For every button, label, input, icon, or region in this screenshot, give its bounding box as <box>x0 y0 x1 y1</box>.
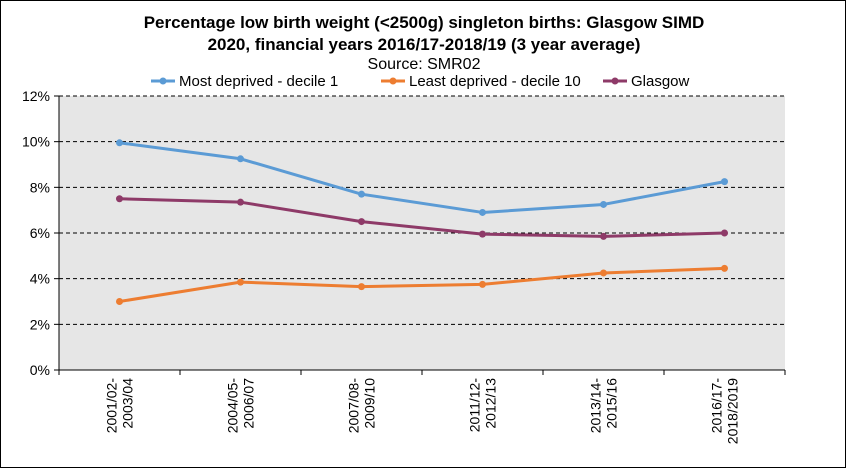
x-tick-label-line: 2006/07 <box>241 378 257 429</box>
x-axis-ticks: 2001/02-2003/04 2004/05-2006/07 2007/08-20… <box>58 370 786 445</box>
y-tick-label: 0% <box>30 362 50 378</box>
data-point <box>600 269 607 277</box>
legend: Most deprived - decile 1 Least deprived -… <box>151 73 690 90</box>
series-line <box>119 197 725 238</box>
data-point <box>358 283 365 291</box>
x-tick-label-line: 2003/04 <box>120 378 136 429</box>
legend-label: Most deprived - decile 1 <box>179 73 338 90</box>
x-tick-label: 2016/17-2018/2019 <box>709 378 741 445</box>
x-tick-label: 2004/05-2006/07 <box>225 378 257 434</box>
y-tick-label: 2% <box>30 316 50 332</box>
y-axis-ticks: 0% 2% 4% 6% 8% 10% 12% <box>22 88 59 378</box>
y-tick-label: 6% <box>30 225 50 241</box>
chart-subtitle: Source: SMR02 <box>367 56 481 73</box>
data-point <box>721 264 728 272</box>
x-tick-label-line: 2004/05- <box>225 378 241 434</box>
data-point <box>479 280 486 288</box>
data-point <box>116 195 123 203</box>
data-point <box>237 278 244 286</box>
series-line <box>119 266 725 303</box>
y-tick-label: 8% <box>30 179 50 195</box>
data-point <box>237 155 244 163</box>
x-tick-label-line: 2013/14- <box>588 378 604 434</box>
data-point <box>237 198 244 206</box>
x-tick-label: 2011/12-2012/13 <box>467 378 499 433</box>
x-tick-label-line: 2016/17- <box>709 378 725 434</box>
x-tick-label-line: 2009/10 <box>362 378 378 429</box>
series-group <box>116 139 728 305</box>
y-tick-label: 4% <box>30 271 50 287</box>
legend-label: Glasgow <box>631 73 690 90</box>
data-point <box>600 200 607 208</box>
x-tick-label-line: 2012/13 <box>483 378 499 429</box>
legend-label: Least deprived - decile 10 <box>409 73 581 90</box>
data-point <box>358 218 365 226</box>
y-tick-label: 10% <box>22 134 50 150</box>
data-point <box>721 178 728 186</box>
x-tick-label-line: 2011/12- <box>467 378 483 433</box>
x-tick-label-line: 2015/16 <box>604 378 620 429</box>
x-tick-label: 2001/02-2003/04 <box>104 378 136 434</box>
data-point <box>479 208 486 216</box>
data-point <box>600 232 607 240</box>
x-tick-label-line: 2007/08- <box>346 378 362 434</box>
data-point <box>116 298 123 305</box>
y-tick-label: 12% <box>22 88 50 104</box>
series-line <box>119 141 725 214</box>
gridlines <box>59 95 785 325</box>
x-tick-label: 2007/08-2009/10 <box>346 378 378 434</box>
x-tick-label-line: 2018/2019 <box>725 378 741 444</box>
legend-swatch-marker <box>159 77 167 85</box>
chart-title-line-1: Percentage low birth weight (<2500g) sin… <box>143 13 705 32</box>
x-tick-label: 2013/14-2015/16 <box>588 378 620 434</box>
data-point <box>721 229 728 237</box>
legend-swatch-marker <box>611 77 619 85</box>
data-point <box>358 190 365 198</box>
legend-swatch-marker <box>389 77 397 85</box>
data-point <box>116 139 123 147</box>
x-tick-label-line: 2001/02- <box>104 378 120 434</box>
data-point <box>479 230 486 238</box>
chart-title-line-2: 2020, financial years 2016/17-2018/19 (3… <box>207 35 641 54</box>
